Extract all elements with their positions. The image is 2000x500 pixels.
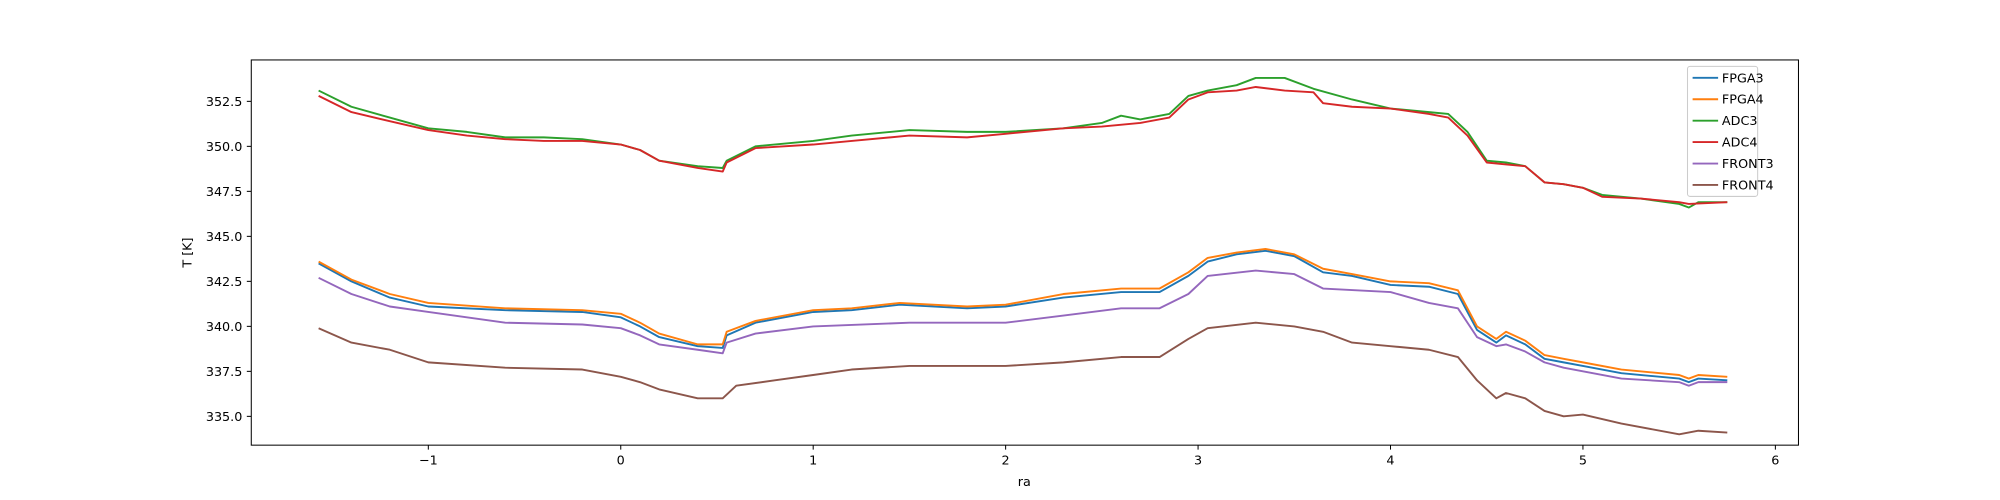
legend-label: FRONT4 (1722, 178, 1774, 193)
series-line-front3 (318, 269, 1728, 387)
legend-label: FRONT3 (1722, 157, 1774, 172)
legend-label: FPGA3 (1722, 71, 1764, 86)
x-tick-label: 4 (1386, 453, 1394, 468)
x-tick-label: 3 (1194, 453, 1202, 468)
y-tick-label: 342.5 (206, 275, 243, 290)
y-tick-label: 347.5 (206, 185, 243, 200)
legend-label: ADC3 (1722, 114, 1758, 129)
series-line-front4 (318, 321, 1728, 436)
y-axis: 335.0 337.5 340.0 342.5 345.0 347.5 350.0 352.5 (206, 95, 252, 425)
x-tick-label: 1 (809, 453, 817, 468)
y-tick-label: 340.0 (206, 320, 243, 335)
legend-label: FPGA4 (1722, 93, 1764, 108)
legend: FPGA3 FPGA4 ADC3 ADC4 FRONT3 FRONT4 (1686, 65, 1774, 197)
y-tick-label: 352.5 (206, 95, 243, 110)
x-tick-label: 6 (1771, 453, 1779, 468)
y-tick-label: 345.0 (206, 230, 243, 245)
series-line-adc4 (318, 86, 1728, 205)
x-tick-label: 2 (1002, 453, 1010, 468)
legend-label: ADC4 (1722, 136, 1758, 151)
series-layer (318, 76, 1728, 436)
x-tick-label: −1 (419, 453, 438, 468)
y-tick-label: 350.0 (206, 140, 243, 155)
y-tick-label: 335.0 (206, 410, 243, 425)
series-line-fpga3 (318, 249, 1728, 384)
x-tick-label: 5 (1579, 453, 1587, 468)
x-axis: −1 0 1 2 3 4 5 6 (419, 445, 1779, 468)
x-tick-label: 0 (617, 453, 625, 468)
plot-frame (250, 59, 1799, 446)
series-line-fpga4 (318, 248, 1728, 380)
y-tick-label: 337.5 (206, 365, 243, 380)
y-axis-label: T [K] (180, 237, 195, 268)
x-axis-label: ra (1018, 475, 1031, 490)
